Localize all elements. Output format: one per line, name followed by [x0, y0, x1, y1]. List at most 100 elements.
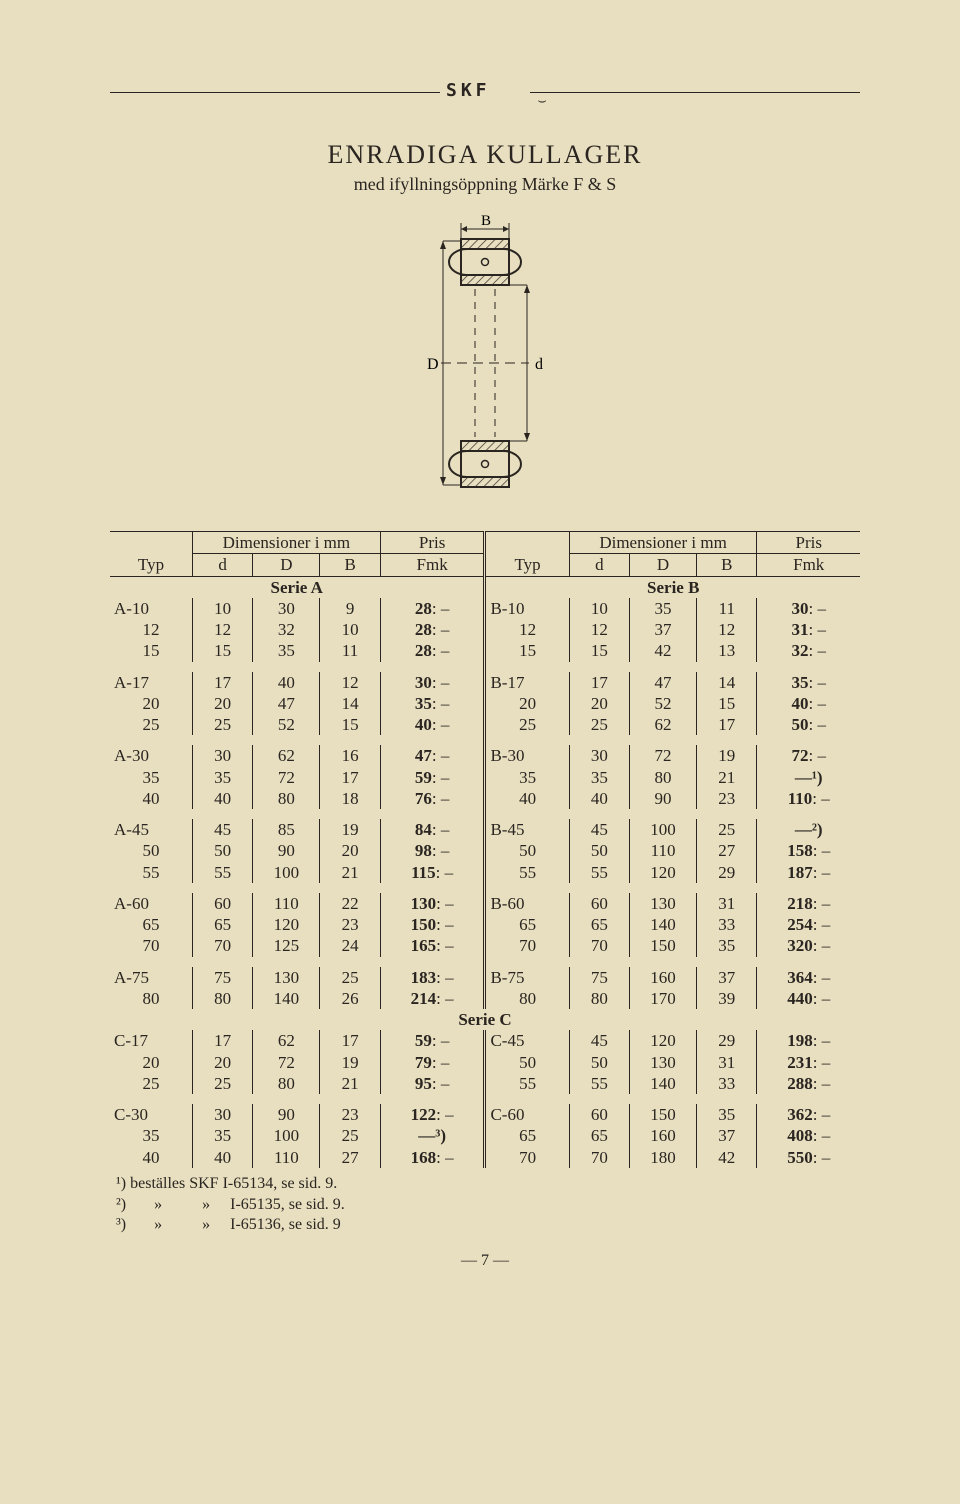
- cell-D: 35: [253, 640, 320, 661]
- cell-D: 40: [253, 672, 320, 693]
- cell-D: 125: [253, 935, 320, 956]
- cell-typ: 25: [485, 714, 569, 735]
- cell-typ: 25: [110, 714, 193, 735]
- cell-typ: 65: [110, 914, 193, 935]
- cell-d: 25: [193, 1073, 253, 1094]
- cell-price: —¹): [757, 767, 860, 788]
- cell-D: 90: [253, 840, 320, 861]
- cell-price: 76: –: [380, 788, 485, 809]
- table-body: Serie ASerie BA-101030928: –B-1010351130…: [110, 576, 860, 1168]
- cell-typ: 12: [110, 619, 193, 640]
- serie-label: Serie A: [110, 576, 485, 598]
- col-typ-left: Typ: [110, 532, 193, 577]
- cell-B: 33: [697, 914, 757, 935]
- cell-d: 30: [193, 1104, 253, 1125]
- footnote-3: ³) » » I-65136, se sid. 9: [116, 1215, 860, 1236]
- table-row: 555510021115: –555512029187: –: [110, 862, 860, 883]
- cell-D: 90: [629, 788, 696, 809]
- group-gap: [110, 957, 860, 967]
- cell-price: 59: –: [380, 767, 485, 788]
- table-row: 2525521540: –2525621750: –: [110, 714, 860, 735]
- cell-d: 20: [569, 693, 629, 714]
- cell-D: 72: [253, 767, 320, 788]
- cell-d: 20: [193, 693, 253, 714]
- brand-rule: SKF ⌣: [110, 80, 860, 104]
- col-fmk-r: Fmk: [757, 554, 860, 576]
- cell-typ: 55: [485, 1073, 569, 1094]
- cell-typ: 65: [485, 1125, 569, 1146]
- table-row: A-757513025183: –B-757516037364: –: [110, 967, 860, 988]
- cell-d: 45: [569, 819, 629, 840]
- cell-typ: 65: [485, 914, 569, 935]
- cell-typ: C-45: [485, 1030, 569, 1051]
- col-typ-right: Typ: [485, 532, 569, 577]
- cell-d: 80: [193, 988, 253, 1009]
- group-gap: [110, 883, 860, 893]
- cell-typ: 50: [485, 840, 569, 861]
- cell-B: 11: [320, 640, 380, 661]
- col-pris-right: Pris: [757, 532, 860, 554]
- cell-typ: 50: [110, 840, 193, 861]
- cell-price: 218: –: [757, 893, 860, 914]
- table-row: 2020721979: –505013031231: –: [110, 1052, 860, 1073]
- table-row: A-1717401230: –B-1717471435: –: [110, 672, 860, 693]
- cell-typ: 80: [485, 988, 569, 1009]
- cell-price: 115: –: [380, 862, 485, 883]
- cell-B: 31: [697, 893, 757, 914]
- cell-d: 70: [193, 935, 253, 956]
- cell-typ: A-10: [110, 598, 193, 619]
- cell-d: 12: [569, 619, 629, 640]
- cell-D: 130: [629, 1052, 696, 1073]
- cell-typ: A-60: [110, 893, 193, 914]
- cell-D: 90: [253, 1104, 320, 1125]
- page-title: ENRADIGA KULLAGER: [110, 140, 860, 170]
- page-subtitle: med ifyllningsöppning Märke F & S: [110, 174, 860, 195]
- cell-typ: 25: [110, 1073, 193, 1094]
- dim-D-label: D: [427, 356, 439, 373]
- cell-typ: A-75: [110, 967, 193, 988]
- cell-d: 30: [193, 745, 253, 766]
- cell-typ: 70: [485, 935, 569, 956]
- cell-d: 35: [193, 767, 253, 788]
- cell-D: 35: [629, 598, 696, 619]
- table-row: 808014026214: –808017039440: –: [110, 988, 860, 1009]
- serie-heading-row: Serie ASerie B: [110, 576, 860, 598]
- cell-B: 27: [320, 1147, 380, 1168]
- col-dim-right: Dimensioner i mm: [569, 532, 757, 554]
- cell-D: 62: [629, 714, 696, 735]
- cell-d: 40: [569, 788, 629, 809]
- cell-d: 55: [193, 862, 253, 883]
- cell-typ: A-45: [110, 819, 193, 840]
- cell-B: 11: [697, 598, 757, 619]
- cell-d: 20: [193, 1052, 253, 1073]
- cell-price: 231: –: [757, 1052, 860, 1073]
- cell-price: 320: –: [757, 935, 860, 956]
- cell-B: 21: [697, 767, 757, 788]
- cell-d: 50: [569, 1052, 629, 1073]
- cell-B: 20: [320, 840, 380, 861]
- table-row: 1515351128: –1515421332: –: [110, 640, 860, 661]
- cell-price: 214: –: [380, 988, 485, 1009]
- cell-B: 15: [697, 693, 757, 714]
- cell-typ: 40: [110, 788, 193, 809]
- cell-price: 362: –: [757, 1104, 860, 1125]
- cell-d: 10: [193, 598, 253, 619]
- cell-typ: 50: [485, 1052, 569, 1073]
- cell-D: 80: [253, 1073, 320, 1094]
- cell-d: 45: [193, 819, 253, 840]
- cell-price: 364: –: [757, 967, 860, 988]
- group-gap: [110, 662, 860, 672]
- cell-D: 100: [629, 819, 696, 840]
- cell-D: 140: [253, 988, 320, 1009]
- cell-typ: 40: [110, 1147, 193, 1168]
- rule-left: [110, 92, 440, 93]
- cell-d: 17: [569, 672, 629, 693]
- cell-d: 55: [569, 1073, 629, 1094]
- cell-d: 70: [569, 1147, 629, 1168]
- cell-D: 30: [253, 598, 320, 619]
- cell-B: 27: [697, 840, 757, 861]
- table-row: 2020471435: –2020521540: –: [110, 693, 860, 714]
- bearing-diagram: B D d: [375, 213, 595, 513]
- cell-D: 72: [629, 745, 696, 766]
- cell-typ: 55: [110, 862, 193, 883]
